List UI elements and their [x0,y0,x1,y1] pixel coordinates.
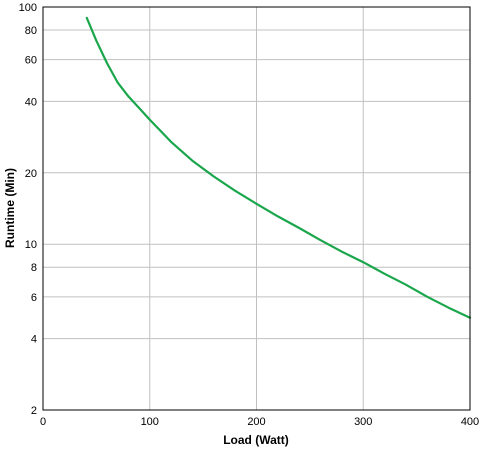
y-tick-label: 10 [25,239,37,251]
y-tick-label: 2 [31,405,37,417]
y-tick-label: 6 [31,292,37,304]
x-tick-label: 100 [141,416,159,428]
plot-frame [42,6,471,411]
y-tick-label: 100 [19,2,37,14]
x-tick-labels: 0 100 200 300 400 [40,416,479,428]
x-tick-label: 200 [247,416,265,428]
y-axis-title: Runtime (Min) [3,168,17,248]
y-tick-labels: 2 4 6 8 10 20 40 60 80 100 [19,2,37,417]
y-tick-label: 8 [31,262,37,274]
grid [43,7,470,410]
y-tick-label: 20 [25,168,37,180]
x-axis-title: Load (Watt) [223,433,289,447]
x-tick-label: 300 [354,416,372,428]
series-layer [85,16,472,319]
y-tick-label: 40 [25,96,37,108]
x-tick-label: 400 [461,416,479,428]
runtime-curve [85,16,472,319]
y-tick-label: 60 [25,55,37,67]
y-tick-label: 4 [31,334,37,346]
x-tick-label: 0 [40,416,46,428]
y-tick-label: 80 [25,25,37,37]
